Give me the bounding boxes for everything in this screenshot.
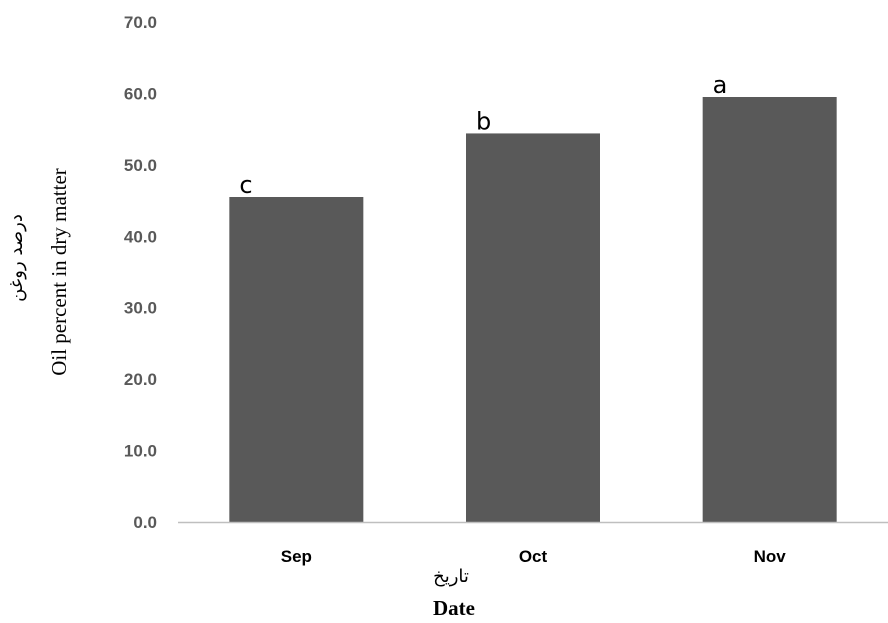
x-axis-title-fa: تاريخ — [433, 566, 469, 587]
bar-sep — [229, 197, 364, 522]
x-tick-label: Oct — [519, 547, 548, 566]
bars — [229, 97, 837, 522]
y-tick-label: 30.0 — [124, 299, 157, 318]
significance-letter: a — [713, 71, 728, 99]
y-axis-title: Oil percent in dry matter — [47, 168, 71, 376]
x-tick-label: Nov — [754, 547, 787, 566]
y-tick-label: 10.0 — [124, 442, 157, 461]
y-tick-label: 0.0 — [133, 513, 157, 532]
bar-oct — [466, 133, 600, 522]
x-axis-title: Date — [433, 596, 475, 620]
bar-nov — [702, 97, 837, 522]
category-labels: Sep Oct Nov — [281, 547, 787, 566]
y-tick-label: 70.0 — [124, 13, 157, 32]
significance-labels: c b a — [239, 71, 727, 199]
y-tick-label: 60.0 — [124, 84, 157, 103]
y-tick-label: 40.0 — [124, 227, 157, 246]
y-tick-label: 20.0 — [124, 370, 157, 389]
x-tick-label: Sep — [281, 547, 312, 566]
significance-letter: b — [476, 107, 491, 135]
y-tick-label: 50.0 — [124, 156, 157, 175]
significance-letter: c — [239, 171, 252, 199]
y-axis-ticks: 0.0 10.0 20.0 30.0 40.0 50.0 60.0 70.0 — [124, 13, 157, 532]
y-axis-title-fa: درصد روغن — [6, 214, 27, 302]
